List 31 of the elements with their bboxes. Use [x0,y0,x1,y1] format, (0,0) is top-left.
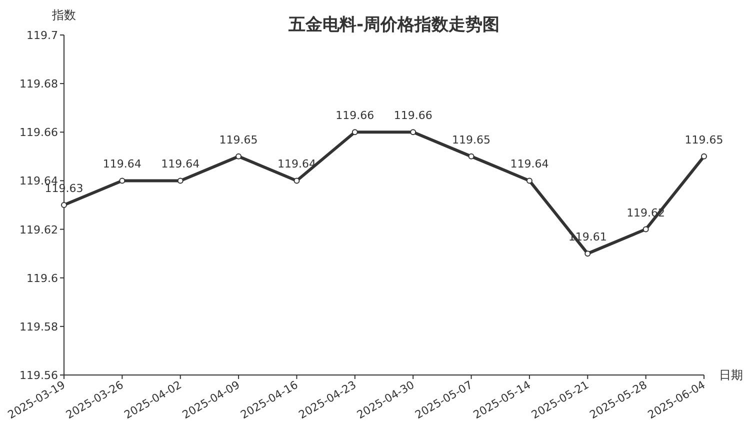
point [468,153,474,160]
data-label: 119.64 [510,158,549,171]
data-label: 119.64 [161,158,200,171]
point [294,178,300,184]
y-axis-title: 指数 [51,8,76,22]
data-label: 119.65 [452,133,491,146]
data-label: 119.66 [394,109,432,122]
point [236,153,242,160]
y-tick-label: 119.7 [26,29,58,42]
point [526,178,532,184]
data-label: 119.64 [277,158,316,171]
y-tick-label: 119.66 [20,126,58,140]
y-tick-label: 119.6 [26,272,58,285]
data-label: 119.64 [102,158,142,171]
chart-title: 五金电料-周价格指数走势图 [287,15,500,35]
data-label: 119.65 [684,133,724,146]
x-axis-title: 日期 [719,368,743,382]
y-tick-label: 119.56 [20,369,58,382]
data-label: 119.65 [219,133,258,146]
point [61,202,67,208]
y-tick-label: 119.62 [20,223,58,236]
point [584,250,591,257]
y-tick-label: 119.58 [20,320,58,334]
y-tick-label: 119.68 [20,78,58,91]
point [352,129,358,136]
point [410,129,416,136]
point [119,178,126,184]
point [701,153,707,160]
point [177,178,184,184]
point [642,226,649,232]
data-label: 119.66 [336,109,374,122]
